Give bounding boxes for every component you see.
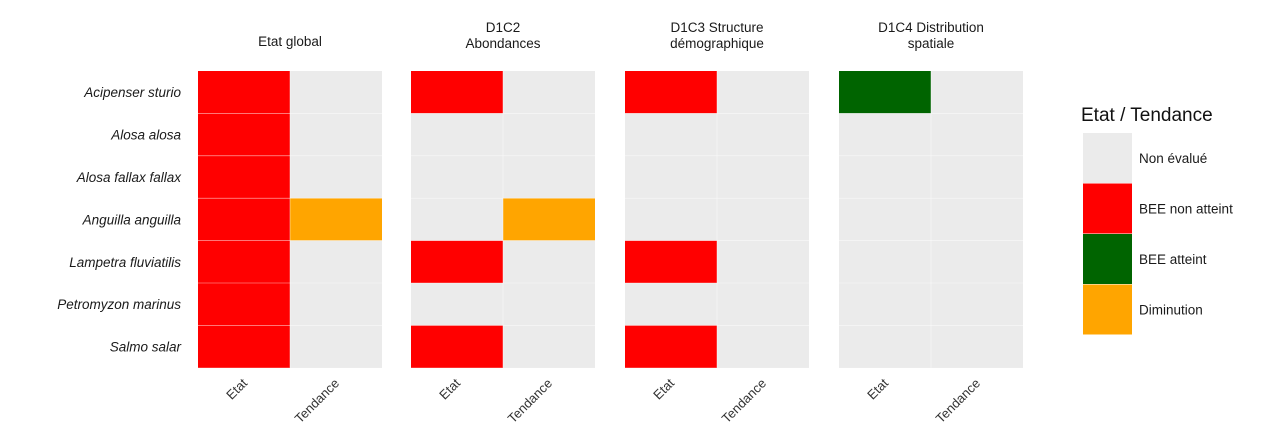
cell-acipenser-sturio-etat — [839, 71, 931, 113]
legend-label-bee-non-atteint: BEE non atteint — [1139, 202, 1233, 217]
column-label-tendance: Tendance — [719, 376, 769, 426]
cell-salmo-salar-tendance — [503, 325, 595, 367]
legend-key-bee-non-atteint — [1083, 184, 1132, 234]
cell-salmo-salar-tendance — [290, 325, 382, 367]
cell-lampetra-fluviatilis-tendance — [931, 241, 1023, 283]
cell-alosa-fallax-fallax-etat — [411, 156, 503, 198]
cell-lampetra-fluviatilis-etat — [198, 241, 290, 283]
cell-petromyzon-marinus-tendance — [717, 283, 809, 325]
cell-petromyzon-marinus-etat — [625, 283, 717, 325]
legend-label-diminution: Diminution — [1139, 303, 1203, 318]
cell-alosa-fallax-fallax-etat — [839, 156, 931, 198]
cell-anguilla-anguilla-tendance — [290, 198, 382, 240]
cell-alosa-alosa-tendance — [290, 113, 382, 155]
cell-alosa-alosa-etat — [411, 113, 503, 155]
cell-alosa-alosa-tendance — [503, 113, 595, 155]
row-label-salmo-salar: Salmo salar — [110, 340, 182, 355]
cell-alosa-fallax-fallax-etat — [625, 156, 717, 198]
cell-salmo-salar-etat — [625, 325, 717, 367]
column-label-tendance: Tendance — [933, 376, 983, 426]
cell-acipenser-sturio-tendance — [503, 71, 595, 113]
cell-lampetra-fluviatilis-etat — [839, 241, 931, 283]
row-label-alosa-fallax-fallax: Alosa fallax fallax — [76, 170, 183, 185]
cell-salmo-salar-etat — [839, 325, 931, 367]
row-label-alosa-alosa: Alosa alosa — [110, 128, 181, 143]
row-label-anguilla-anguilla: Anguilla anguilla — [82, 212, 182, 227]
column-label-tendance: Tendance — [505, 376, 555, 426]
cell-acipenser-sturio-etat — [198, 71, 290, 113]
cell-salmo-salar-etat — [411, 325, 503, 367]
cell-petromyzon-marinus-tendance — [931, 283, 1023, 325]
cell-anguilla-anguilla-tendance — [503, 198, 595, 240]
cell-lampetra-fluviatilis-etat — [411, 241, 503, 283]
cell-lampetra-fluviatilis-etat — [625, 241, 717, 283]
panel-2: D1C2 Abondances Etat Tendance — [411, 20, 595, 426]
column-label-tendance: Tendance — [292, 376, 342, 426]
cell-anguilla-anguilla-tendance — [717, 198, 809, 240]
panel-title: D1C4 Distribution spatiale — [878, 20, 984, 51]
row-label-petromyzon-marinus: Petromyzon marinus — [57, 297, 181, 312]
row-label-acipenser-sturio: Acipenser sturio — [83, 85, 181, 100]
cell-anguilla-anguilla-etat — [198, 198, 290, 240]
legend-key-non-evalue — [1083, 133, 1132, 183]
cell-lampetra-fluviatilis-tendance — [290, 241, 382, 283]
cell-alosa-alosa-tendance — [717, 113, 809, 155]
column-label-etat: Etat — [436, 375, 463, 402]
cell-salmo-salar-tendance — [931, 325, 1023, 367]
column-label-etat: Etat — [223, 375, 250, 402]
legend-key-diminution — [1083, 285, 1132, 335]
cell-lampetra-fluviatilis-tendance — [717, 241, 809, 283]
cell-salmo-salar-etat — [198, 325, 290, 367]
panel-title: D1C2 Abondances — [465, 20, 540, 51]
column-label-etat: Etat — [650, 375, 677, 402]
cell-acipenser-sturio-etat — [411, 71, 503, 113]
column-label-etat: Etat — [864, 375, 891, 402]
cell-alosa-fallax-fallax-tendance — [290, 156, 382, 198]
cell-petromyzon-marinus-etat — [839, 283, 931, 325]
legend-label-non-evalue: Non évalué — [1139, 151, 1207, 166]
cell-petromyzon-marinus-etat — [411, 283, 503, 325]
cell-alosa-alosa-etat — [839, 113, 931, 155]
cell-alosa-fallax-fallax-tendance — [717, 156, 809, 198]
panel-title: Etat global — [258, 34, 322, 49]
panel-1: Etat global Etat Tendance — [198, 34, 382, 426]
cell-anguilla-anguilla-etat — [839, 198, 931, 240]
legend-label-bee-atteint: BEE atteint — [1139, 252, 1207, 267]
panel-3: D1C3 Structure démographique Etat Tendance — [625, 20, 809, 426]
cell-acipenser-sturio-tendance — [717, 71, 809, 113]
cell-petromyzon-marinus-tendance — [290, 283, 382, 325]
cell-petromyzon-marinus-tendance — [503, 283, 595, 325]
cell-petromyzon-marinus-etat — [198, 283, 290, 325]
panel-4: D1C4 Distribution spatiale Etat Tendance — [839, 20, 1023, 426]
cell-alosa-fallax-fallax-tendance — [931, 156, 1023, 198]
panel-title: D1C3 Structure démographique — [670, 20, 764, 51]
cell-acipenser-sturio-etat — [625, 71, 717, 113]
cell-lampetra-fluviatilis-tendance — [503, 241, 595, 283]
cell-alosa-fallax-fallax-etat — [198, 156, 290, 198]
cell-anguilla-anguilla-etat — [411, 198, 503, 240]
legend-key-bee-atteint — [1083, 234, 1132, 284]
cell-anguilla-anguilla-etat — [625, 198, 717, 240]
row-labels: Acipenser sturio Alosa alosa Alosa fallax … — [57, 85, 182, 354]
cell-alosa-alosa-etat — [198, 113, 290, 155]
cell-acipenser-sturio-tendance — [290, 71, 382, 113]
panels: Etat global Etat Tendance D1C2 Abondances Eta… — [198, 20, 1023, 426]
cell-alosa-alosa-tendance — [931, 113, 1023, 155]
cell-acipenser-sturio-tendance — [931, 71, 1023, 113]
legend-title: Etat / Tendance — [1081, 105, 1213, 126]
cell-anguilla-anguilla-tendance — [931, 198, 1023, 240]
cell-alosa-alosa-etat — [625, 113, 717, 155]
row-label-lampetra-fluviatilis: Lampetra fluviatilis — [69, 255, 181, 270]
cell-salmo-salar-tendance — [717, 325, 809, 367]
legend: Etat / Tendance Non évalué BEE non atteint… — [1081, 105, 1233, 335]
cell-alosa-fallax-fallax-tendance — [503, 156, 595, 198]
